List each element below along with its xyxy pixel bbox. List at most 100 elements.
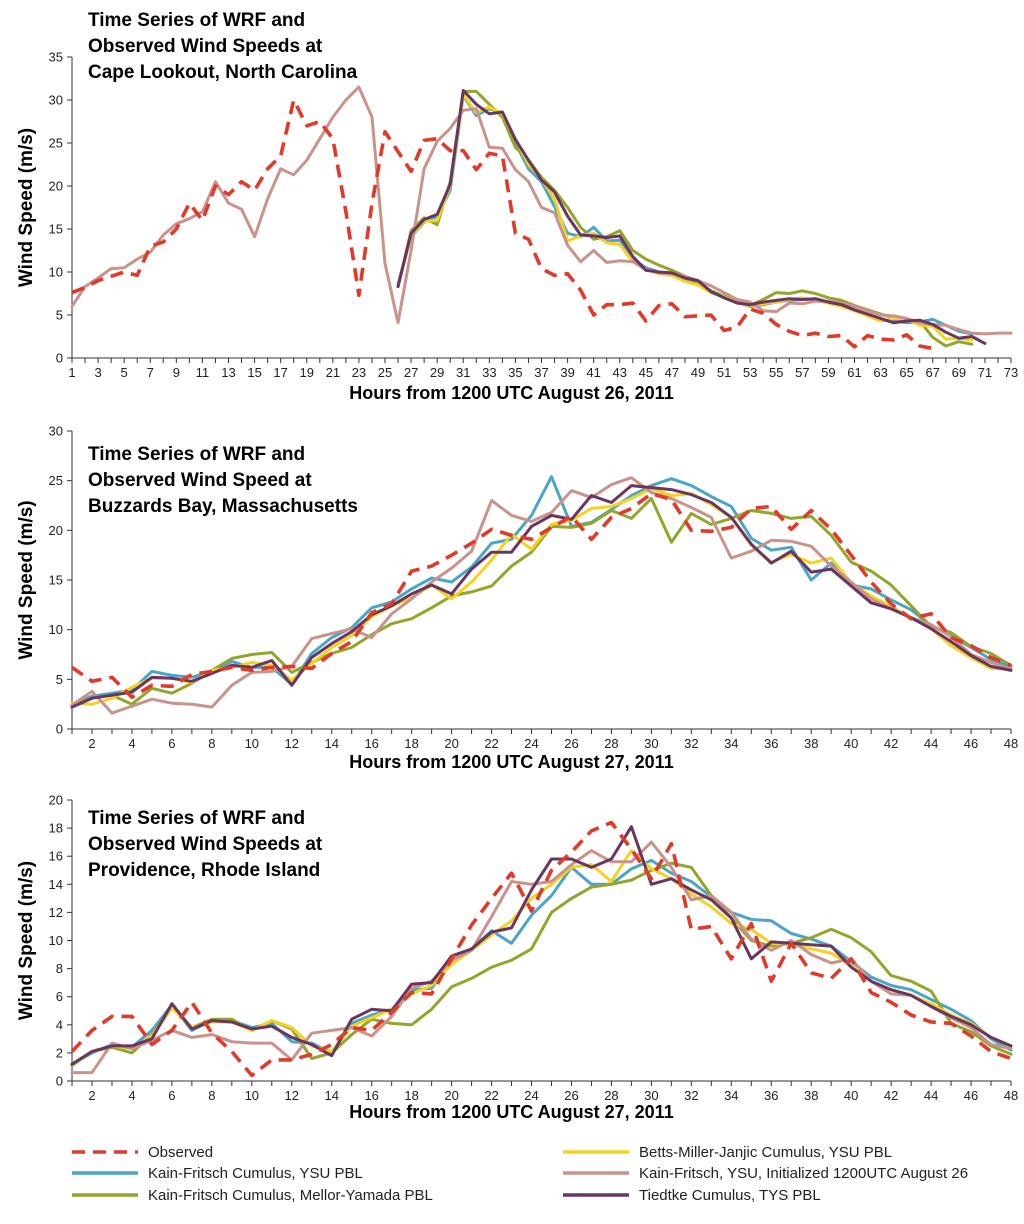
x-tick-label: 24 (524, 1088, 538, 1103)
y-tick-label: 12 (49, 905, 63, 920)
x-tick-label: 30 (644, 1088, 658, 1103)
y-tick-label: 16 (49, 849, 63, 864)
y-axis-label: Wind Speed (m/s) (16, 861, 37, 1020)
x-tick-label: 61 (847, 365, 861, 380)
x-tick-label: 49 (691, 365, 705, 380)
x-axis-label: Hours from 1200 UTC August 26, 2011 (349, 383, 673, 403)
x-tick-label: 43 (613, 365, 627, 380)
legend: Observed Kain-Fritsch Cumulus, YSU PBL Kai… (72, 1144, 968, 1204)
x-tick-label: 42 (884, 1088, 898, 1103)
x-axis-label: Hours from 1200 UTC August 27, 2011 (349, 1102, 673, 1122)
legend-label: Tiedtke Cumulus, TYS PBL (639, 1187, 821, 1204)
x-tick-label: 36 (764, 736, 778, 751)
y-tick-label: 5 (56, 308, 63, 323)
y-tick-label: 20 (49, 523, 63, 538)
x-tick-label: 29 (430, 365, 444, 380)
x-tick-label: 48 (1004, 736, 1018, 751)
x-axis-label: Hours from 1200 UTC August 27, 2011 (349, 752, 673, 772)
x-tick-label: 19 (300, 365, 314, 380)
x-tick-label: 37 (534, 365, 548, 380)
x-tick-label: 18 (404, 736, 418, 751)
x-tick-label: 8 (208, 736, 215, 751)
legend-item-kf_ysu: Kain-Fritsch Cumulus, YSU PBL (72, 1165, 363, 1182)
x-tick-label: 53 (743, 365, 757, 380)
x-tick-label: 34 (724, 1088, 738, 1103)
chart-title-line: Cape Lookout, North Carolina (88, 62, 358, 83)
y-axis-label: Wind Speed (m/s) (16, 128, 37, 287)
x-tick-label: 39 (560, 365, 574, 380)
x-tick-label: 47 (665, 365, 679, 380)
x-tick-label: 6 (168, 736, 175, 751)
y-tick-label: 25 (49, 473, 63, 488)
legend-label: Kain-Fritsch Cumulus, YSU PBL (148, 1165, 363, 1182)
x-tick-label: 65 (899, 365, 913, 380)
x-tick-label: 5 (121, 365, 128, 380)
series-line-bmj_ysu (396, 93, 974, 342)
x-tick-label: 15 (247, 365, 261, 380)
chart-title-line: Observed Wind Speed at (88, 470, 312, 491)
x-tick-label: 21 (326, 365, 340, 380)
x-tick-label: 46 (964, 736, 978, 751)
x-tick-label: 14 (324, 736, 338, 751)
x-tick-label: 10 (245, 1088, 259, 1103)
x-tick-label: 36 (764, 1088, 778, 1103)
legend-item-tiedtke_tys: Tiedtke Cumulus, TYS PBL (563, 1187, 821, 1204)
x-tick-label: 38 (804, 1088, 818, 1103)
chart-title-line: Observed Wind Speeds at (88, 834, 323, 855)
x-tick-label: 40 (844, 1088, 858, 1103)
legend-label: Kain-Fritsch Cumulus, Mellor-Yamada PBL (148, 1187, 433, 1204)
series-line-kf_my (70, 861, 1013, 1067)
x-tick-label: 57 (795, 365, 809, 380)
legend-label: Kain-Fritsch, YSU, Initialized 1200UTC A… (639, 1165, 968, 1182)
y-tick-label: 15 (49, 222, 63, 237)
series-line-observed (70, 820, 1012, 1078)
y-tick-label: 14 (49, 877, 63, 892)
series-line-kf_ysu_init (70, 476, 1013, 715)
x-tick-label: 63 (873, 365, 887, 380)
legend-label: Observed (148, 1144, 213, 1161)
x-tick-label: 16 (364, 736, 378, 751)
x-tick-label: 31 (456, 365, 470, 380)
x-tick-label: 20 (444, 736, 458, 751)
y-tick-label: 18 (49, 821, 63, 836)
chart-title: Time Series of WRF and Observed Wind Spee… (86, 442, 360, 519)
x-tick-label: 3 (94, 365, 101, 380)
x-tick-label: 12 (285, 1088, 299, 1103)
x-tick-label: 14 (324, 1088, 338, 1103)
x-tick-label: 48 (1004, 1088, 1018, 1103)
y-tick-label: 20 (49, 793, 63, 808)
x-tick-label: 34 (724, 736, 738, 751)
x-tick-label: 22 (484, 1088, 498, 1103)
series-line-observed (71, 98, 934, 351)
x-tick-label: 9 (173, 365, 180, 380)
y-tick-label: 30 (49, 424, 63, 439)
x-tick-label: 27 (404, 365, 418, 380)
chart-title-line: Buzzards Bay, Massachusetts (88, 496, 358, 517)
x-tick-label: 13 (221, 365, 235, 380)
y-tick-label: 8 (56, 961, 63, 976)
series-line-tiedtke_tys (396, 89, 987, 345)
x-tick-label: 25 (378, 365, 392, 380)
x-tick-label: 55 (769, 365, 783, 380)
y-tick-label: 6 (56, 989, 63, 1004)
x-tick-label: 22 (484, 736, 498, 751)
y-axis-label: Wind Speed (m/s) (16, 500, 37, 659)
x-tick-label: 40 (844, 736, 858, 751)
y-tick-label: 20 (49, 179, 63, 194)
y-tick-label: 25 (49, 136, 63, 151)
x-tick-label: 23 (352, 365, 366, 380)
x-tick-label: 24 (524, 736, 538, 751)
x-tick-label: 67 (926, 365, 940, 380)
x-tick-label: 45 (639, 365, 653, 380)
chart-title-line: Time Series of WRF and (88, 10, 305, 31)
x-tick-label: 59 (821, 365, 835, 380)
x-tick-label: 51 (717, 365, 731, 380)
x-tick-label: 41 (586, 365, 600, 380)
x-tick-label: 28 (604, 1088, 618, 1103)
x-tick-label: 33 (482, 365, 496, 380)
x-tick-label: 42 (884, 736, 898, 751)
legend-item-observed: Observed (72, 1144, 213, 1161)
x-tick-label: 30 (644, 736, 658, 751)
